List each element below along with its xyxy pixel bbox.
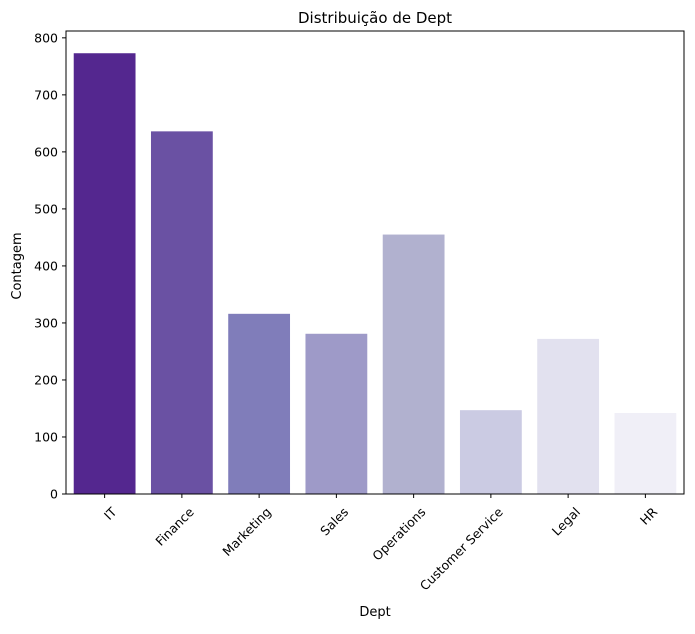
bar-operations: [382, 234, 445, 494]
y-axis: 0 100 200 300 400 500 600 700 800: [34, 30, 66, 502]
x-tick-label: Marketing: [219, 504, 274, 559]
y-tick-label: 700: [34, 87, 58, 102]
y-tick-label: 400: [34, 258, 58, 273]
x-tick-label: Legal: [549, 504, 583, 538]
y-axis-label: Contagem: [10, 232, 25, 299]
bar-sales: [305, 333, 368, 494]
x-tick-label: Customer Service: [417, 504, 506, 593]
y-tick-label: 200: [34, 372, 58, 387]
plot-frame: [65, 30, 685, 495]
chart-title: Distribuição de Dept: [298, 9, 452, 27]
bar-legal: [537, 338, 600, 494]
x-tick-label: Operations: [369, 504, 428, 563]
y-tick-label: 300: [34, 315, 58, 330]
x-tick-label: IT: [101, 504, 120, 523]
bar-marketing: [228, 313, 291, 494]
bars-group: [73, 53, 677, 495]
y-tick-label: 0: [50, 487, 58, 502]
y-tick-label: 800: [34, 30, 58, 45]
bar-hr: [614, 413, 677, 494]
y-tick-label: 100: [34, 429, 58, 444]
bar-customer-service: [459, 410, 522, 494]
bar-it: [73, 53, 136, 495]
x-tick-label: Finance: [152, 504, 197, 549]
x-tick-label: Sales: [317, 504, 351, 538]
y-tick-label: 600: [34, 144, 58, 159]
x-axis-label: Dept: [359, 605, 390, 620]
x-axis: IT Finance Marketing Sales OperationsCustome…: [101, 494, 661, 593]
y-tick-label: 500: [34, 201, 58, 216]
x-tick-label: HR: [637, 504, 661, 528]
bar-finance: [150, 131, 213, 494]
